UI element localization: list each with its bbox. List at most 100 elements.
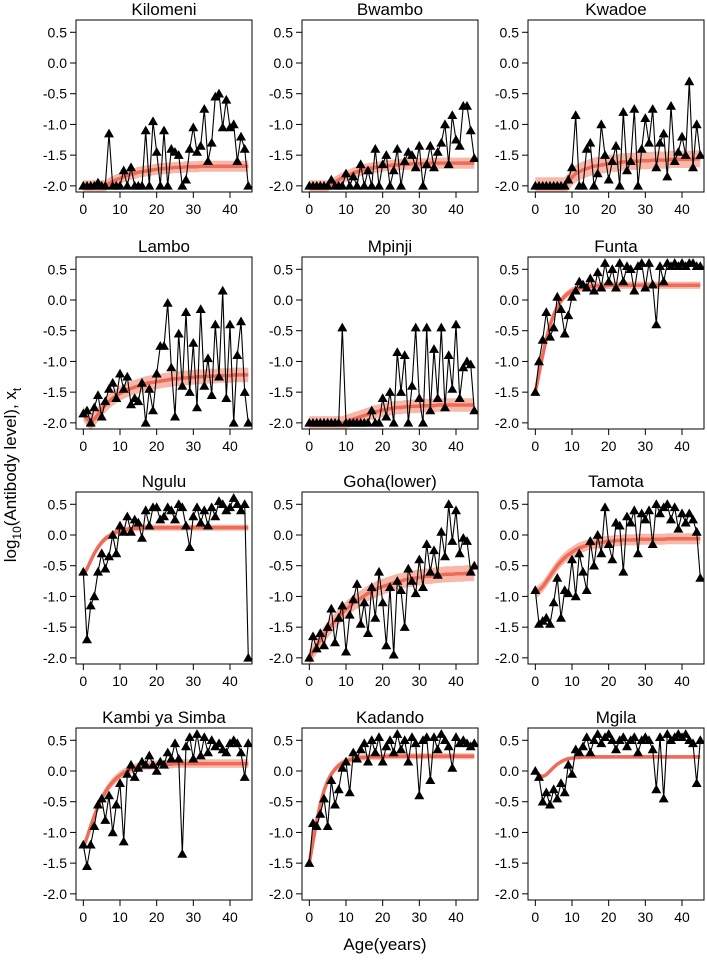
- x-tick-label: 20: [375, 909, 391, 925]
- data-point: [122, 769, 133, 778]
- y-tick-label: 0.5: [48, 496, 68, 512]
- panel-title: Lambo: [138, 237, 190, 256]
- data-point: [377, 756, 388, 766]
- data-point: [545, 799, 555, 809]
- data-point: [567, 554, 577, 564]
- fit-line: [534, 755, 701, 779]
- panel-frame: [301, 491, 479, 665]
- panel-kambi-ya-simba: Kambi ya Simba 0.5 0.0 -0.5 -1.0 -1.5 -2.0 0 10 2…: [43, 708, 253, 925]
- data-point: [148, 405, 158, 415]
- data-point: [651, 162, 662, 172]
- y-tick-label: 0.0: [500, 763, 520, 779]
- data-point: [440, 402, 450, 412]
- data-point: [662, 499, 673, 508]
- data-point: [100, 563, 111, 573]
- data-point: [563, 588, 574, 598]
- svg-text:log10(Antibody level), xt: log10(Antibody level), xt: [1, 387, 24, 562]
- data-point: [333, 784, 344, 794]
- data-point: [567, 291, 577, 301]
- data-point: [221, 393, 232, 402]
- panel-frame: [527, 491, 705, 665]
- data-point: [407, 381, 417, 390]
- data-point: [170, 738, 180, 748]
- data-point: [611, 744, 621, 754]
- data-point: [140, 125, 151, 135]
- data-point: [144, 180, 155, 190]
- data-point: [322, 622, 333, 631]
- y-tick-label: -0.5: [43, 86, 67, 102]
- data-point: [170, 411, 180, 421]
- data-point: [188, 511, 199, 521]
- y-tick-label: -2.0: [495, 650, 519, 666]
- x-tick-label: 0: [305, 909, 313, 925]
- data-point: [133, 762, 144, 772]
- y-tick-label: 0.0: [500, 292, 520, 308]
- data-point: [359, 180, 370, 190]
- data-point: [148, 116, 158, 126]
- x-tick-label: 40: [448, 909, 464, 925]
- data-point: [589, 735, 599, 744]
- data-point: [451, 134, 461, 144]
- data-point: [399, 156, 410, 165]
- y-tick-label: -1.0: [43, 353, 67, 369]
- data-point: [111, 548, 122, 558]
- y-tick-label: -0.5: [269, 794, 293, 810]
- data-point: [534, 772, 544, 781]
- data-point: [166, 753, 177, 763]
- data-point: [85, 839, 96, 849]
- data-point: [137, 180, 147, 190]
- data-point: [366, 180, 377, 190]
- data-point: [596, 119, 607, 129]
- y-tick-label: -2.0: [495, 886, 519, 902]
- data-point: [239, 387, 250, 396]
- y-tick-label: -1.5: [495, 384, 519, 400]
- data-point: [421, 539, 432, 548]
- data-point: [695, 261, 704, 270]
- data-point: [680, 150, 691, 159]
- plot-area: [78, 729, 252, 870]
- data-point: [236, 316, 246, 326]
- data-point: [614, 180, 625, 190]
- data-point: [381, 150, 392, 159]
- data-point: [151, 147, 162, 156]
- data-point: [440, 551, 450, 561]
- data-point: [348, 594, 359, 604]
- data-point: [337, 322, 348, 332]
- data-point: [403, 563, 414, 573]
- data-point: [607, 156, 618, 165]
- y-tick-label: 0.5: [48, 732, 68, 748]
- y-tick-label: -2.0: [43, 650, 67, 666]
- data-point: [228, 493, 239, 502]
- data-point: [563, 174, 574, 184]
- data-point: [155, 180, 166, 190]
- x-tick-label: 0: [531, 673, 539, 689]
- data-point: [203, 353, 213, 363]
- data-point: [341, 756, 351, 766]
- y-tick-label: -2.0: [43, 415, 67, 431]
- data-point: [392, 576, 403, 585]
- data-point: [206, 390, 217, 399]
- data-point: [399, 622, 410, 631]
- y-tick-label: -1.5: [269, 147, 293, 163]
- data-point: [658, 128, 669, 138]
- data-point: [563, 310, 574, 320]
- data-point: [203, 156, 213, 165]
- data-point: [166, 362, 177, 372]
- data-point: [578, 741, 588, 751]
- data-point: [622, 741, 632, 751]
- y-tick-label: -2.0: [269, 415, 293, 431]
- panel-frame: [301, 727, 479, 901]
- data-point: [622, 511, 632, 521]
- fit-band: [83, 524, 249, 578]
- data-point: [352, 579, 362, 588]
- x-tick-label: 30: [412, 909, 428, 925]
- y-tick-label: -2.0: [43, 886, 67, 902]
- data-point: [177, 502, 188, 512]
- x-tick-label: 30: [638, 438, 654, 454]
- data-point: [104, 551, 114, 561]
- data-point: [469, 405, 478, 415]
- data-point: [388, 417, 399, 427]
- data-point: [344, 609, 355, 619]
- data-point: [348, 747, 359, 757]
- data-point: [381, 411, 392, 421]
